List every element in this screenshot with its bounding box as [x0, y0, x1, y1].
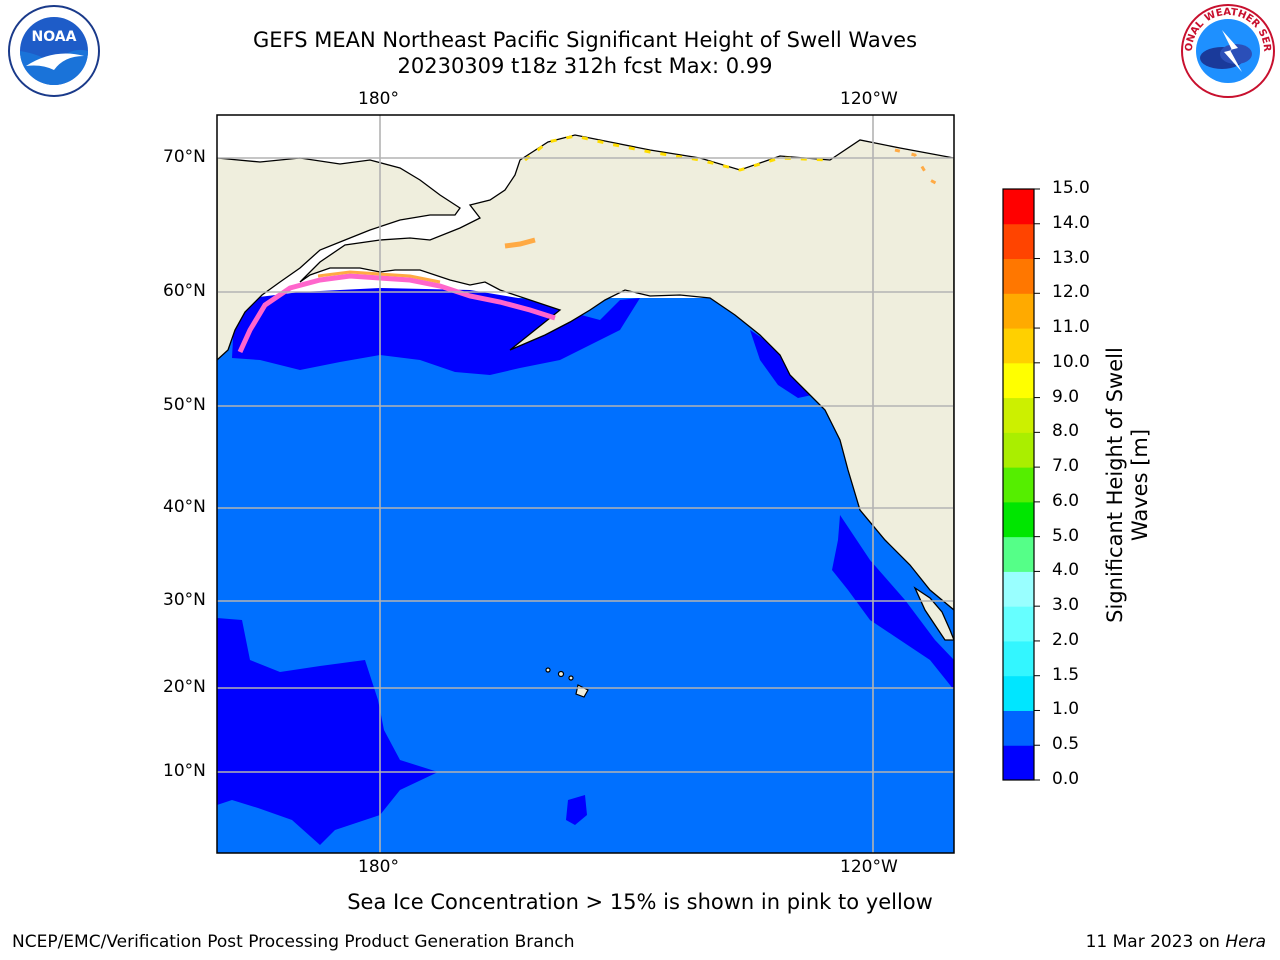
lon-label-top-180: 180°	[358, 89, 399, 109]
colorbar-tick-label: 12.0	[1052, 282, 1090, 303]
lat-label-10n: 10°N	[163, 761, 206, 781]
lat-label-60n: 60°N	[163, 281, 206, 301]
footer-credit: NCEP/EMC/Verification Post Processing Pr…	[12, 932, 575, 952]
map-title: GEFS MEAN Northeast Pacific Significant …	[252, 28, 918, 52]
low-swell-region-tropics	[217, 618, 438, 845]
colorbar-tick-label: 13.0	[1052, 247, 1090, 268]
land-alaska-canada	[299, 134, 954, 611]
colorbar-segment	[1003, 189, 1034, 225]
colorbar-tick-label: 0.5	[1052, 734, 1080, 755]
low-swell-region-gulf-of-alaska	[232, 288, 640, 375]
colorbar-segment	[1003, 293, 1034, 329]
colorbar-tick-label: 1.5	[1052, 664, 1080, 685]
footer-date-text: 11 Mar 2023 on	[1085, 932, 1226, 952]
footer-date: 11 Mar 2023 on Hera	[1086, 932, 1266, 952]
colorbar-tick-label: 11.0	[1052, 317, 1090, 338]
land-siberia	[217, 157, 461, 361]
colorbar-segment	[1003, 328, 1034, 364]
map-subtitle: 20230309 t18z 312h fcst Max: 0.99	[397, 54, 773, 78]
lon-label-top-120w: 120°W	[840, 89, 898, 109]
colorbar-segment	[1003, 745, 1034, 781]
colorbar-title-line2: Waves [m]	[1128, 428, 1152, 542]
lat-label-50n: 50°N	[163, 395, 206, 415]
colorbar-frame	[1002, 188, 1035, 781]
colorbar-segment	[1003, 258, 1034, 294]
lat-label-70n: 70°N	[163, 147, 206, 167]
colorbar-tick-label: 1.0	[1052, 699, 1080, 720]
sea-ice-orange-bering	[504, 237, 536, 249]
colorbar	[1003, 188, 1040, 781]
sea-ice-note: Sea Ice Concentration > 15% is shown in …	[347, 890, 933, 914]
lat-label-40n: 40°N	[163, 497, 206, 517]
map-frame	[216, 114, 955, 854]
low-swell-patch	[566, 795, 587, 825]
colorbar-title-line1: Significant Height of Swell	[1103, 347, 1127, 623]
sea-ice-yellow-arctic	[524, 134, 831, 172]
colorbar-segment	[1003, 362, 1034, 399]
colorbar-tick-label: 7.0	[1052, 456, 1080, 477]
colorbar-segment	[1003, 467, 1034, 503]
colorbar-tick-label: 9.0	[1052, 386, 1080, 407]
low-swell-region-baja	[832, 515, 954, 690]
colorbar-tick-label: 14.0	[1052, 212, 1090, 233]
nws-logo: NATIONAL WEATHER SERVICE	[1178, 2, 1275, 98]
colorbar-segment	[1003, 571, 1034, 607]
footer-host: Hera	[1225, 932, 1266, 952]
colorbar-tick-label: 2.0	[1052, 629, 1080, 650]
colorbar-segment	[1003, 536, 1034, 572]
colorbar-tick-label: 15.0	[1052, 178, 1090, 198]
lon-label-bottom-120w: 120°W	[840, 857, 898, 877]
colorbar-title: Significant Height of Swell Waves [m]	[1103, 275, 1153, 695]
colorbar-tick-label: 0.0	[1052, 769, 1080, 789]
colorbar-tick-label: 8.0	[1052, 421, 1080, 442]
colorbar-segment	[1003, 675, 1034, 711]
colorbar-segment	[1003, 432, 1034, 468]
colorbar-tick-label: 10.0	[1052, 351, 1090, 372]
lon-label-bottom-180: 180°	[358, 857, 399, 877]
lat-label-30n: 30°N	[163, 590, 206, 610]
colorbar-tick-label: 5.0	[1052, 525, 1080, 546]
map-plot-area	[217, 115, 954, 853]
colorbar-segment	[1003, 501, 1034, 538]
colorbar-tick-label: 3.0	[1052, 595, 1080, 616]
gridlines	[217, 115, 954, 853]
noaa-logo: NOAA	[8, 5, 100, 97]
colorbar-tick-label: 6.0	[1052, 490, 1080, 511]
colorbar-segment	[1003, 640, 1034, 677]
colorbar-tick-label: 4.0	[1052, 560, 1080, 581]
colorbar-segment	[1003, 397, 1034, 433]
colorbar-segment	[1003, 710, 1034, 746]
colorbar-segment	[1003, 606, 1034, 642]
svg-text:NOAA: NOAA	[32, 29, 77, 45]
colorbar-segment	[1003, 223, 1034, 260]
lat-label-20n: 20°N	[163, 677, 206, 697]
sea-ice-arctic-canada	[894, 148, 946, 190]
